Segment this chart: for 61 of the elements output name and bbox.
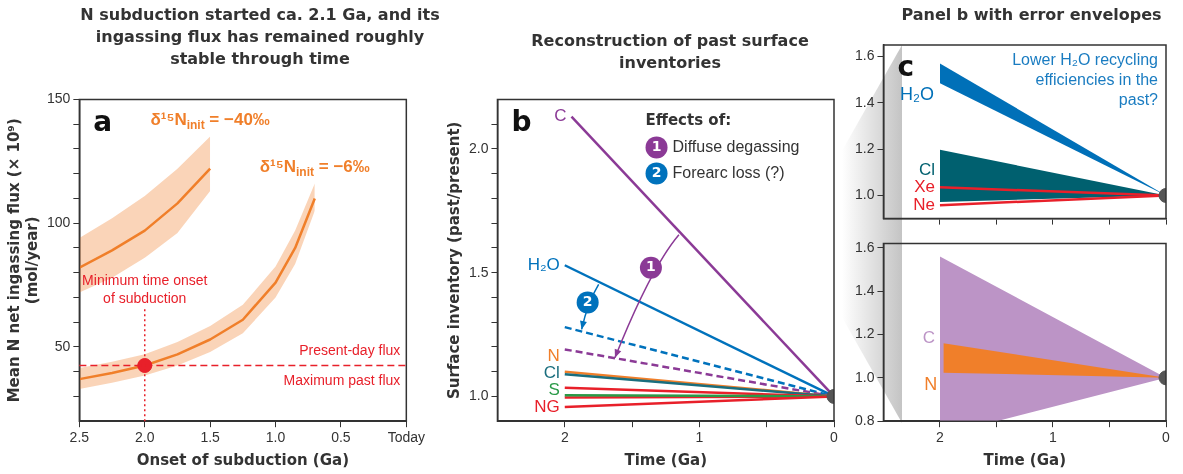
series-label: S (548, 379, 560, 399)
y-axis-title: Surface inventory (past/present) (444, 121, 463, 400)
y-tick-label: 1.6 (854, 238, 875, 255)
y-tick-label: 150 (47, 90, 71, 107)
annotation: Maximum past flux (283, 372, 401, 389)
annotation: 1 (646, 258, 656, 275)
y-tick-label: 1.2 (854, 325, 875, 342)
x-axis-title: Time (Ga) (983, 450, 1066, 469)
y-tick-label: 2.0 (468, 139, 489, 156)
y-tick-label: 1.4 (854, 281, 875, 298)
annotation: Forearc loss (?) (672, 163, 785, 181)
series-label: N (547, 345, 560, 365)
ref-line-label: Minimum time onset of subduction (82, 271, 208, 306)
annotation: Effects of: (645, 111, 732, 130)
x-tick-label: 1.5 (200, 429, 221, 446)
annotation: b (511, 104, 532, 138)
x-tick-label: Today (387, 429, 425, 446)
x-tick-label: 2.0 (135, 429, 155, 446)
series-label: C (554, 106, 567, 126)
x-tick-label: 1 (695, 429, 704, 446)
text: 1 (651, 138, 662, 155)
series-label: NG (534, 396, 560, 416)
annotation: a (93, 104, 113, 138)
ref-line-label: Present-day flux (299, 342, 401, 359)
legend-label: H₂O (899, 84, 934, 105)
y-tick-label: 1.0 (468, 387, 489, 404)
x-tick-label: 0.5 (331, 429, 351, 446)
y-axis-title: Mean N net ingassing flux (× 10⁹) (mol/year) (4, 118, 41, 403)
x-axis-title: Onset of subduction (Ga) (136, 450, 349, 469)
legend-label: C (922, 328, 935, 348)
x-tick-label: 2.5 (69, 429, 90, 446)
series-label: Cl (543, 362, 560, 382)
x-tick-label: 0 (830, 429, 839, 446)
annotation: Lower H₂O recycling efficiencies in the past? (1012, 51, 1159, 109)
x-tick-label: 0 (1162, 429, 1171, 446)
chart-title: N subduction started ca. 2.1 Ga, and its ingassing flux has remained roughly stable through time (80, 4, 440, 70)
chart-title: Reconstruction of past surface inventories (530, 30, 810, 74)
y-tick-label: 0.8 (854, 412, 875, 429)
y-tick-label: 1.6 (854, 47, 875, 64)
legend-label: N (924, 373, 938, 394)
series-label: Ne (913, 194, 935, 214)
annotation: c (897, 50, 915, 84)
y-tick-label: 1.2 (854, 140, 875, 157)
annotation: 2 (582, 293, 593, 310)
y-tick-label: 100 (47, 214, 71, 231)
x-tick-label: 2 (560, 429, 569, 446)
legend-label: Cl (918, 160, 935, 180)
x-axis-title: Time (Ga) (624, 450, 707, 469)
chart-title: Panel b with error envelopes (900, 4, 1163, 26)
y-tick-label: 1.4 (854, 93, 875, 110)
y-tick-label: 1.5 (468, 263, 489, 280)
x-tick-label: 1.0 (265, 429, 286, 446)
y-tick-label: 1.0 (854, 186, 875, 203)
annotation: Diffuse degassing (672, 137, 800, 155)
y-tick-label: 50 (54, 337, 71, 354)
x-tick-label: 1 (1049, 429, 1058, 446)
series-label: Xe (914, 177, 935, 197)
x-tick-label: 2 (936, 429, 945, 446)
text: 2 (651, 164, 662, 181)
series-label: H₂O (527, 254, 560, 274)
y-tick-label: 1.0 (854, 368, 875, 385)
